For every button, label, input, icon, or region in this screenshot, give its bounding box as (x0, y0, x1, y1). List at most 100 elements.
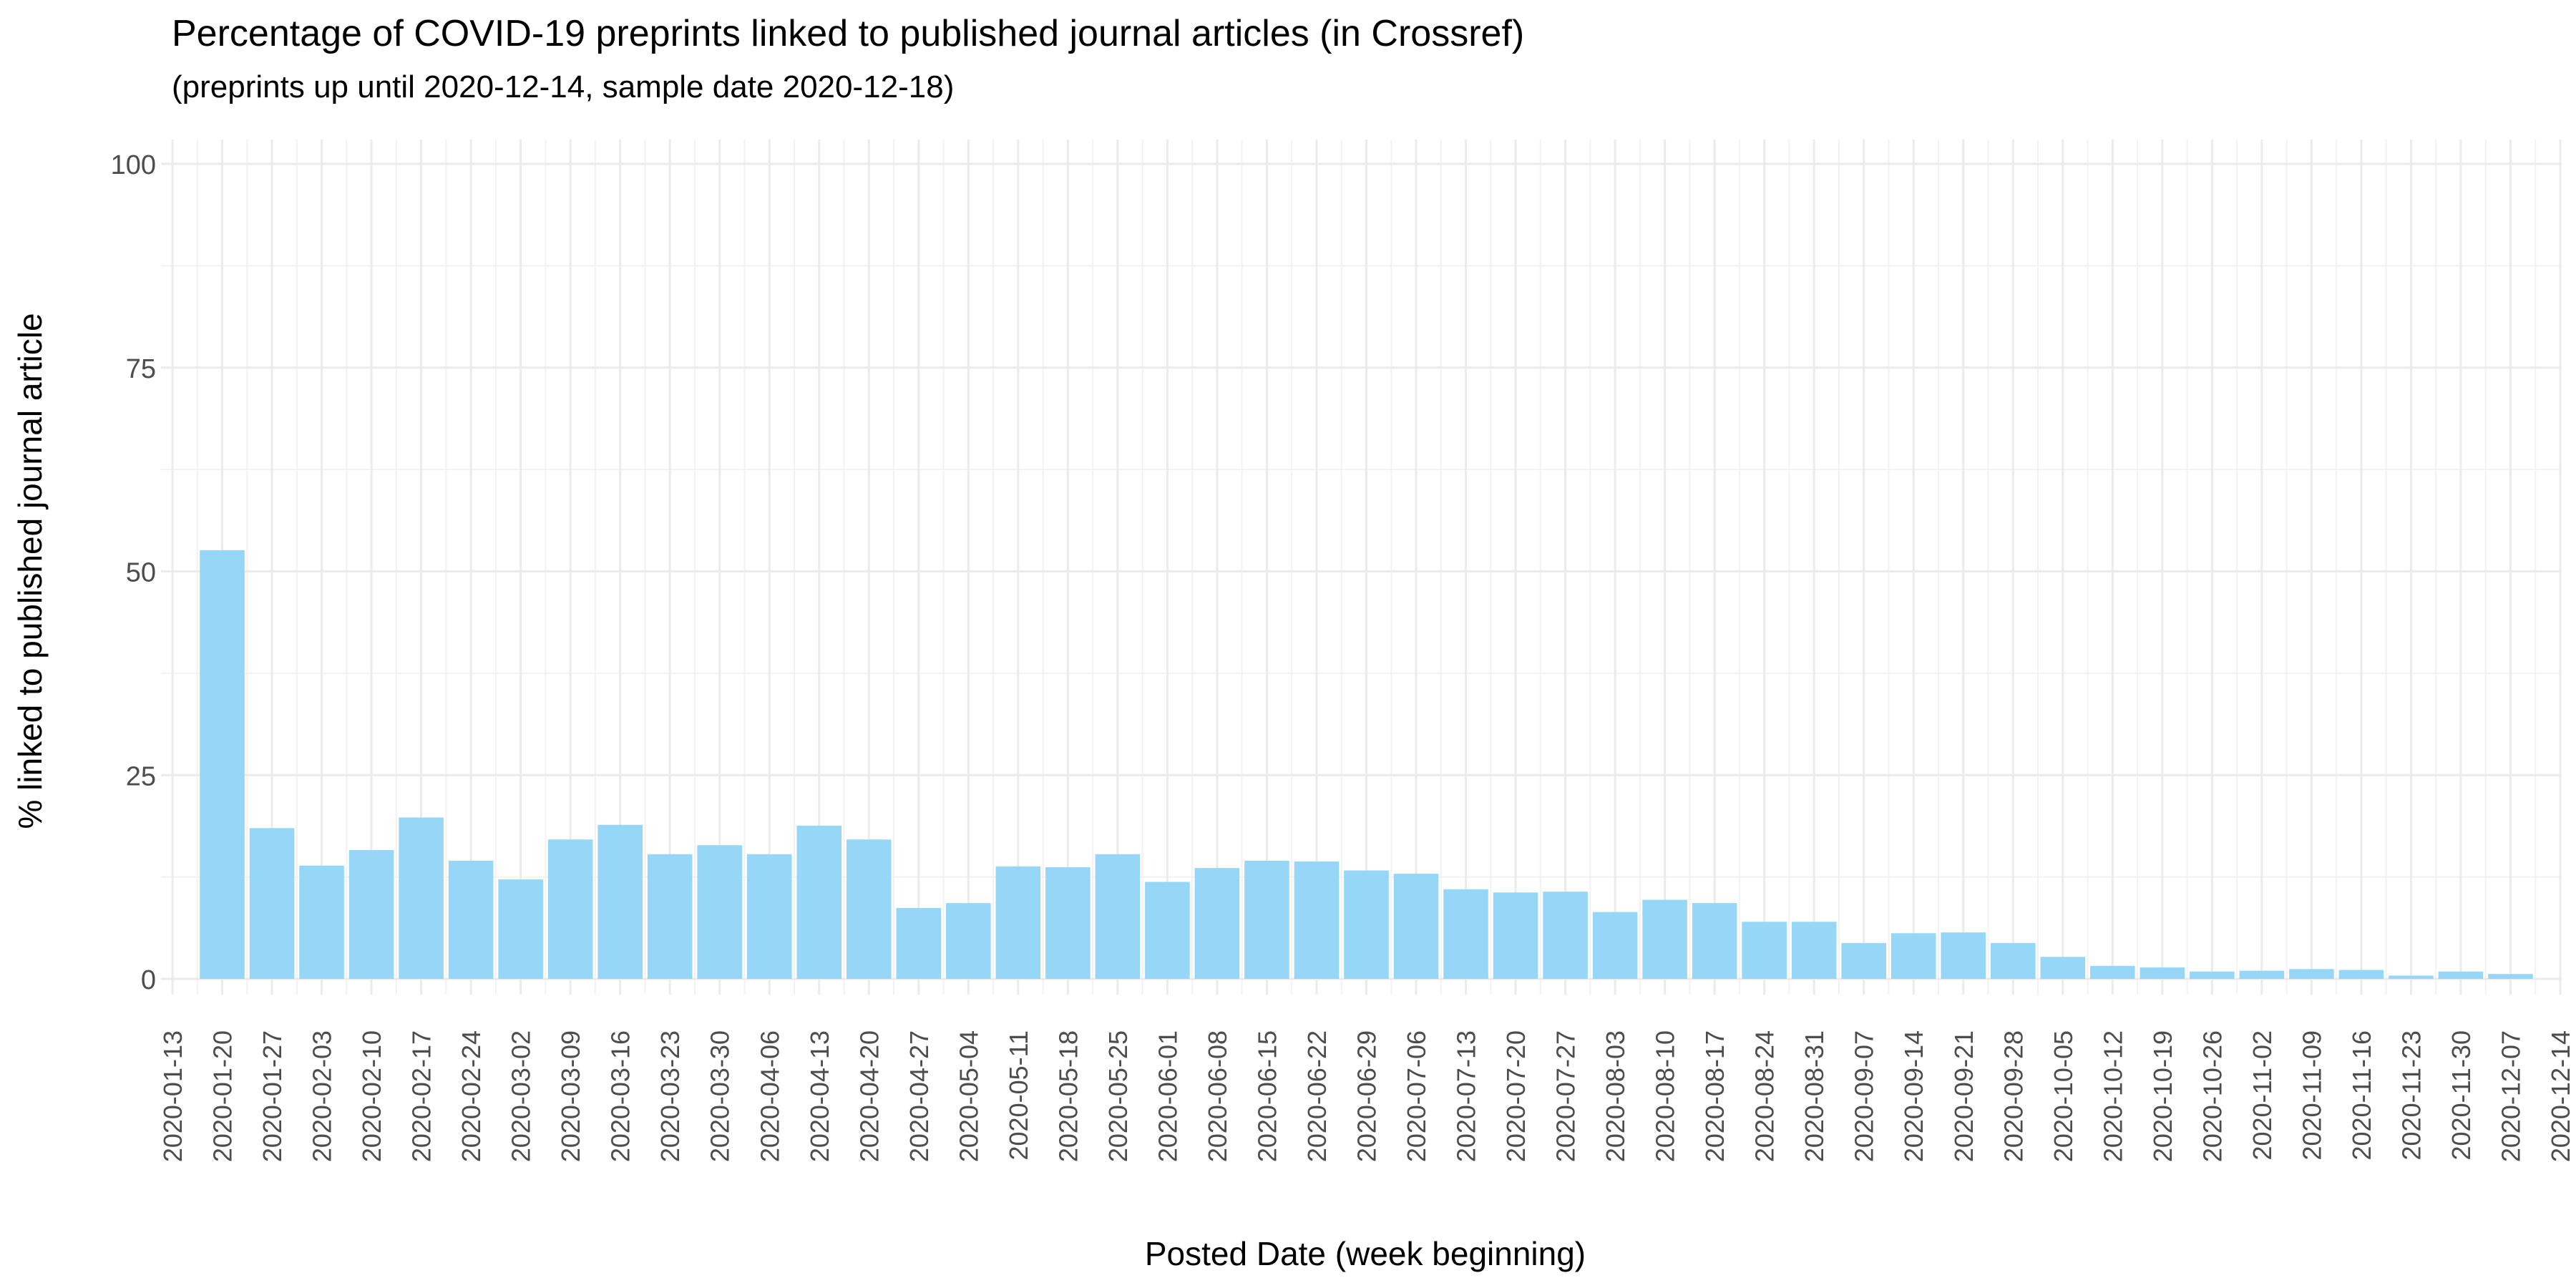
x-tick-label: 2020-03-02 (507, 1030, 536, 1162)
grid (161, 140, 2562, 995)
x-tick-label: 2020-10-19 (2148, 1030, 2177, 1162)
bar (1742, 922, 1787, 979)
bar (1642, 899, 1687, 979)
bar (597, 824, 643, 979)
bar (2090, 965, 2135, 979)
x-tick-label: 2020-08-31 (1800, 1030, 1829, 1162)
bar (1692, 903, 1737, 979)
y-tick-label: 100 (111, 150, 156, 180)
bar (498, 879, 543, 979)
x-tick-label: 2020-07-20 (1501, 1030, 1531, 1162)
x-tick-label: 2020-08-24 (1750, 1030, 1780, 1162)
bar (946, 903, 991, 979)
x-tick-label: 2020-03-09 (556, 1030, 585, 1162)
bar (1344, 870, 1389, 979)
x-tick-label: 2020-10-26 (2197, 1030, 2227, 1162)
x-tick-label: 2020-11-23 (2396, 1030, 2426, 1160)
x-tick-label: 2020-06-29 (1352, 1030, 1382, 1162)
y-tick-label: 75 (126, 354, 156, 384)
bar (1244, 860, 1289, 979)
x-tick-label: 2020-04-20 (854, 1030, 884, 1162)
x-tick-label: 2020-06-01 (1153, 1030, 1182, 1162)
bar (299, 865, 344, 979)
bar (1592, 912, 1638, 979)
x-tick-label: 2020-10-12 (2098, 1030, 2127, 1162)
x-tick-label: 2020-04-06 (755, 1030, 784, 1162)
bar (1890, 933, 1936, 979)
x-tick-label: 2020-02-10 (357, 1030, 386, 1162)
x-tick-label: 2020-12-07 (2496, 1030, 2525, 1162)
x-tick-label: 2020-07-06 (1402, 1030, 1431, 1162)
bar (348, 850, 394, 979)
bar (2040, 957, 2086, 979)
x-tick-label: 2020-08-17 (1700, 1030, 1729, 1162)
x-tick-label: 2020-03-30 (706, 1030, 735, 1162)
bar (399, 817, 444, 979)
x-axis-ticks: 2020-01-13 2020-01-20 2020-01-27 2020-02-03… (158, 1030, 2575, 1162)
x-tick-label: 2020-05-18 (1053, 1030, 1083, 1162)
bar (1990, 942, 2036, 979)
bar (2289, 969, 2334, 979)
x-tick-label: 2020-12-14 (2546, 1030, 2575, 1162)
bar (697, 845, 743, 979)
x-tick-label: 2020-07-27 (1551, 1030, 1581, 1162)
bar (2488, 974, 2533, 979)
bar (995, 866, 1041, 979)
y-tick-label: 0 (141, 965, 156, 995)
bar (1145, 882, 1190, 979)
bar (1095, 854, 1141, 979)
bar (896, 907, 942, 979)
bar (2438, 971, 2484, 979)
bar (1194, 868, 1240, 979)
x-tick-label: 2020-04-13 (805, 1030, 834, 1162)
x-tick-label: 2020-11-02 (2248, 1030, 2277, 1160)
x-tick-label: 2020-09-14 (1899, 1030, 1928, 1162)
x-tick-label: 2020-01-13 (158, 1030, 187, 1162)
x-tick-label: 2020-05-25 (1103, 1030, 1133, 1162)
x-tick-label: 2020-03-16 (606, 1030, 635, 1162)
bar (547, 839, 593, 979)
x-tick-label: 2020-06-15 (1252, 1030, 1282, 1162)
x-tick-label: 2020-09-07 (1850, 1030, 1879, 1162)
bar (1294, 861, 1340, 979)
bar (200, 550, 245, 979)
x-tick-label: 2020-02-03 (308, 1030, 337, 1162)
x-tick-label: 2020-06-22 (1302, 1030, 1332, 1162)
x-tick-label: 2020-01-27 (258, 1030, 287, 1162)
x-tick-label: 2020-08-10 (1651, 1030, 1680, 1162)
bar (2140, 967, 2185, 979)
y-tick-label: 50 (126, 558, 156, 588)
chart-subtitle: (preprints up until 2020-12-14, sample d… (172, 69, 954, 104)
y-tick-label: 25 (126, 761, 156, 791)
x-tick-label: 2020-01-20 (208, 1030, 238, 1162)
bar (847, 839, 892, 979)
bar (2338, 970, 2384, 979)
x-tick-label: 2020-03-23 (655, 1030, 685, 1162)
y-axis-ticks: 0 25 50 75 100 (111, 150, 156, 995)
x-tick-label: 2020-06-08 (1203, 1030, 1232, 1162)
x-tick-label: 2020-08-03 (1601, 1030, 1630, 1162)
bar (1841, 942, 1886, 979)
x-tick-label: 2020-11-30 (2446, 1030, 2476, 1160)
bar (1543, 892, 1588, 979)
bar (2190, 971, 2235, 979)
chart-title: Percentage of COVID-19 preprints linked … (172, 13, 1524, 54)
bar (1791, 922, 1837, 979)
x-tick-label: 2020-07-13 (1452, 1030, 1481, 1162)
bar (1443, 889, 1488, 979)
bar (1393, 874, 1439, 979)
bar (796, 825, 842, 979)
x-tick-label: 2020-05-04 (954, 1030, 983, 1162)
x-axis-title: Posted Date (week beginning) (1145, 1235, 1586, 1272)
x-tick-label: 2020-02-17 (407, 1030, 436, 1162)
bar (1493, 892, 1538, 979)
bar (2389, 975, 2434, 979)
x-tick-label: 2020-04-27 (904, 1030, 934, 1162)
x-tick-label: 2020-11-09 (2297, 1030, 2326, 1160)
bar (1045, 867, 1091, 979)
x-tick-label: 2020-05-11 (1004, 1030, 1033, 1160)
x-tick-label: 2020-09-21 (1949, 1030, 1979, 1162)
bar (2239, 970, 2285, 979)
bar (249, 828, 295, 979)
